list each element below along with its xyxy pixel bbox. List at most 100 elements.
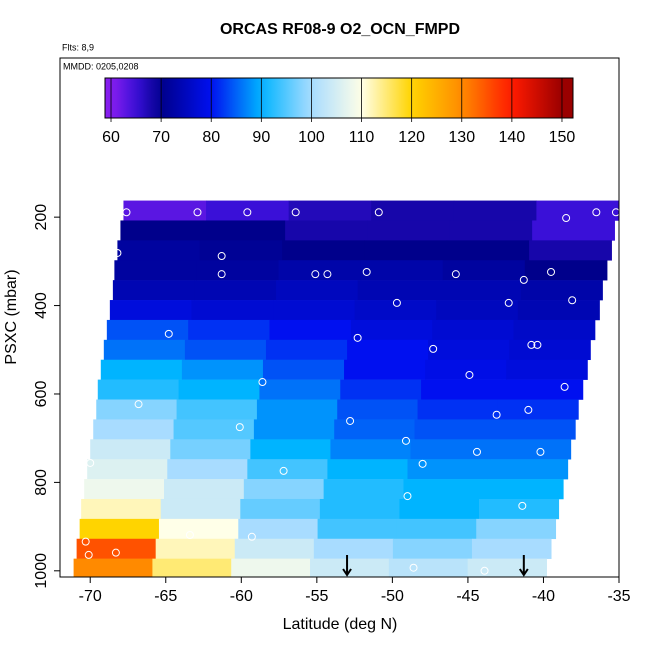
sample-point <box>518 501 527 510</box>
heat-cell <box>282 240 365 261</box>
sample-point <box>134 400 143 409</box>
heat-cell <box>407 459 489 480</box>
heat-cell <box>354 300 437 321</box>
sample-point <box>258 378 267 387</box>
heat-cell <box>158 518 239 540</box>
heat-cell <box>392 538 473 559</box>
y-tick-label: 200 <box>33 204 50 231</box>
heat-cell <box>188 319 270 341</box>
x-tick-label: -35 <box>607 588 630 605</box>
heat-cell <box>334 419 416 440</box>
sample-point <box>560 382 569 391</box>
sample-point <box>291 208 300 217</box>
sample-point <box>362 267 371 276</box>
heat-cell <box>181 359 264 380</box>
sample-point <box>547 267 556 276</box>
sample-point <box>193 208 202 217</box>
heat-cell <box>256 399 338 420</box>
heat-cell <box>247 459 328 480</box>
heat-cell <box>449 220 533 241</box>
sample-point <box>113 248 122 257</box>
heat-cell <box>513 319 596 341</box>
heat-cell <box>96 399 178 420</box>
heat-cell <box>319 498 400 520</box>
sample-point <box>409 563 418 572</box>
heat-cell <box>524 260 608 281</box>
sample-point <box>75 429 84 438</box>
sample-point <box>84 332 93 341</box>
sample-point <box>562 214 571 223</box>
y-tick-label: 600 <box>33 381 50 408</box>
heat-cell <box>536 200 619 221</box>
sample-point <box>480 566 489 575</box>
heat-cell <box>350 319 433 341</box>
sample-point <box>346 416 355 425</box>
x-tick-label: -60 <box>230 588 253 605</box>
heat-cell <box>97 379 180 400</box>
sample-point <box>374 208 383 217</box>
heat-cell <box>265 339 348 361</box>
heat-cell <box>310 558 390 577</box>
heat-cell <box>259 379 341 400</box>
heat-cell <box>199 240 283 261</box>
heat-cell <box>414 419 496 440</box>
heat-cell <box>173 419 255 440</box>
heat-cell <box>93 419 175 440</box>
heat-cell <box>497 399 579 420</box>
dates-label: MMDD: 0205,0208 <box>63 61 139 71</box>
heat-cell <box>360 260 444 281</box>
x-tick-label: -40 <box>532 588 555 605</box>
sample-point <box>504 298 513 307</box>
heat-cell <box>428 339 510 361</box>
heat-cell <box>81 498 162 520</box>
sample-point <box>86 458 95 467</box>
heat-cell <box>120 220 204 241</box>
sample-point <box>164 329 173 338</box>
heat-cell <box>417 399 499 420</box>
sample-point <box>66 544 75 553</box>
heat-cell <box>364 240 448 261</box>
heat-cell <box>436 300 519 321</box>
heat-cell <box>196 260 280 281</box>
colorbar-tick-label: 90 <box>252 129 270 146</box>
heat-cell <box>494 419 576 440</box>
heat-cell <box>337 399 419 420</box>
heat-cell <box>388 558 469 577</box>
heat-cell <box>79 518 160 540</box>
sample-point <box>519 275 528 284</box>
sample-point <box>465 370 474 379</box>
heat-cell <box>347 339 429 361</box>
heat-cell <box>84 479 165 500</box>
plot-area <box>66 200 619 577</box>
heat-cell <box>357 280 440 301</box>
heat-cell <box>100 359 183 380</box>
heat-cell <box>106 319 189 341</box>
sample-point <box>472 447 481 456</box>
heat-cell <box>155 538 236 559</box>
heat-cell <box>73 558 153 577</box>
heat-cell <box>178 379 260 400</box>
heat-cell <box>330 439 412 460</box>
heat-cell <box>532 220 615 241</box>
colorbar <box>104 77 574 119</box>
heat-cell <box>442 260 526 281</box>
sample-point <box>81 537 90 546</box>
heat-cell <box>410 439 492 460</box>
heat-cell <box>176 399 258 420</box>
sample-point <box>235 423 244 432</box>
sample-point <box>311 270 320 279</box>
sample-point <box>568 296 577 305</box>
heat-cell <box>253 419 335 440</box>
colorbar-tick-label: 130 <box>448 129 475 146</box>
heat-cell <box>483 479 564 500</box>
heat-cell <box>453 200 537 221</box>
heat-cell <box>285 220 368 241</box>
heat-cell <box>240 498 321 520</box>
heat-cell <box>506 359 588 380</box>
colorbar-tick-label: 80 <box>202 129 220 146</box>
heat-cell <box>520 280 603 301</box>
sample-point <box>611 208 619 217</box>
sample-point <box>95 290 104 299</box>
heat-cell <box>163 479 245 500</box>
